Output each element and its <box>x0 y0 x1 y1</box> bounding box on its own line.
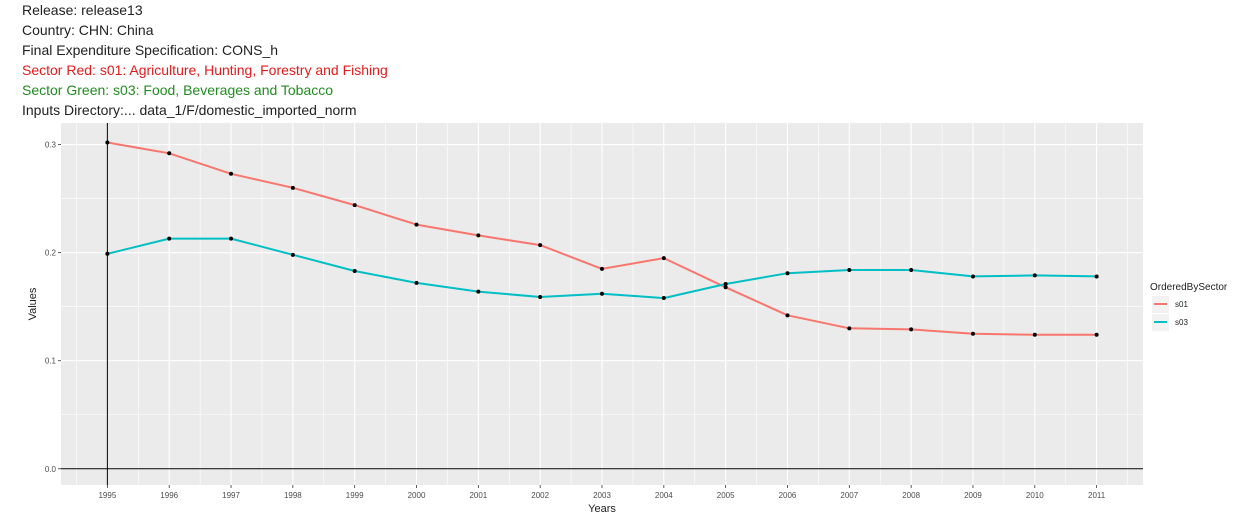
data-point-s03 <box>105 251 110 256</box>
legend: OrderedBySector s01 s03 <box>1150 282 1228 331</box>
sector-red-label: Sector Red: s01: Agriculture, Hunting, F… <box>22 62 388 78</box>
data-point-s01 <box>661 256 666 261</box>
x-tick-label: 2006 <box>779 491 797 500</box>
y-axis: 0.0 0.1 0.2 0.3 <box>45 141 61 474</box>
data-point-s01 <box>847 326 852 331</box>
data-point-s01 <box>290 185 295 190</box>
country-label: Country: CHN: China <box>22 22 154 38</box>
data-point-s01 <box>1032 332 1037 337</box>
data-point-s03 <box>476 289 481 294</box>
data-point-s03 <box>1094 274 1099 279</box>
release-label: Release: release13 <box>22 2 143 18</box>
data-point-s01 <box>229 171 234 176</box>
x-tick-label: 1998 <box>284 491 302 500</box>
series-points <box>105 140 1099 337</box>
data-point-s03 <box>847 267 852 272</box>
y-tick-label: 0.0 <box>45 465 57 474</box>
data-point-s01 <box>970 331 975 336</box>
x-tick-label: 2009 <box>964 491 982 500</box>
x-axis-title: Years <box>588 503 616 515</box>
data-point-s01 <box>105 140 110 145</box>
data-point-s03 <box>723 282 728 287</box>
major-gridlines <box>61 123 1143 485</box>
y-axis-title: Values <box>27 287 39 320</box>
data-point-s03 <box>538 294 543 299</box>
data-point-s03 <box>290 252 295 257</box>
data-point-s01 <box>785 313 790 318</box>
x-tick-label: 2001 <box>469 491 487 500</box>
x-tick-label: 1999 <box>346 491 364 500</box>
data-point-s01 <box>723 285 728 290</box>
legend-label-s01: s01 <box>1175 300 1188 309</box>
inputs-directory-label: Inputs Directory:... data_1/F/domestic_i… <box>22 102 357 118</box>
data-point-s03 <box>167 236 172 241</box>
data-point-s03 <box>909 267 914 272</box>
x-tick-label: 2000 <box>408 491 426 500</box>
x-tick-label: 2003 <box>593 491 611 500</box>
chart-header: Release: release13 Country: CHN: China F… <box>22 0 388 120</box>
x-tick-label: 2005 <box>717 491 735 500</box>
y-tick-label: 0.1 <box>45 357 57 366</box>
y-tick-label: 0.2 <box>45 249 57 258</box>
data-point-s01 <box>352 203 357 208</box>
x-tick-label: 1996 <box>160 491 178 500</box>
data-point-s01 <box>476 233 481 238</box>
x-tick-label: 1997 <box>222 491 240 500</box>
data-point-s03 <box>414 280 419 285</box>
x-tick-label: 2002 <box>531 491 549 500</box>
data-point-s01 <box>1094 332 1099 337</box>
data-point-s01 <box>414 222 419 227</box>
x-tick-label: 2007 <box>840 491 858 500</box>
data-point-s01 <box>909 327 914 332</box>
data-point-s03 <box>970 274 975 279</box>
data-point-s03 <box>229 236 234 241</box>
y-tick-label: 0.3 <box>45 141 57 150</box>
x-tick-label: 2010 <box>1026 491 1044 500</box>
x-tick-label: 2011 <box>1088 491 1106 500</box>
data-point-s03 <box>352 269 357 274</box>
data-point-s01 <box>167 151 172 156</box>
sector-green-label: Sector Green: s03: Food, Beverages and T… <box>22 82 334 98</box>
x-tick-label: 1995 <box>98 491 116 500</box>
data-point-s01 <box>538 243 543 248</box>
data-point-s03 <box>785 271 790 276</box>
legend-title: OrderedBySector <box>1150 282 1228 293</box>
legend-label-s03: s03 <box>1175 318 1188 327</box>
x-axis: 1995 1996 1997 1998 1999 2000 2001 2002 2003 2004… <box>98 485 1106 500</box>
expenditure-spec-label: Final Expenditure Specification: CONS_h <box>22 42 279 58</box>
data-point-s03 <box>1032 273 1037 278</box>
x-tick-label: 2008 <box>902 491 920 500</box>
data-point-s01 <box>600 266 604 271</box>
x-tick-label: 2004 <box>655 491 673 500</box>
data-point-s03 <box>661 296 666 301</box>
data-point-s03 <box>600 291 604 296</box>
